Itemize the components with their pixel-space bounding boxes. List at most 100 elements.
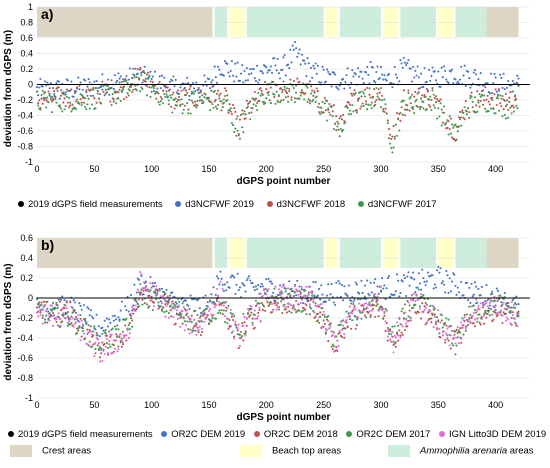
data-point	[182, 88, 185, 91]
data-point	[336, 120, 339, 123]
data-point	[187, 328, 190, 331]
data-point	[144, 280, 147, 283]
data-point	[437, 309, 440, 312]
data-point	[229, 312, 232, 315]
data-point	[237, 333, 240, 336]
data-point	[452, 330, 455, 333]
data-point	[439, 102, 442, 105]
x-tick-label: 250	[316, 400, 331, 410]
data-point	[368, 294, 371, 297]
data-point	[89, 325, 92, 328]
data-point	[428, 68, 431, 72]
data-point	[95, 334, 98, 337]
data-point	[222, 309, 225, 312]
data-point	[393, 135, 396, 138]
data-point	[317, 287, 321, 291]
data-point	[462, 111, 465, 115]
data-point	[465, 281, 468, 284]
ammophilia-area-band	[246, 238, 324, 268]
data-point	[110, 103, 113, 106]
data-point	[467, 299, 470, 302]
data-point	[314, 315, 317, 318]
data-point	[421, 268, 424, 271]
data-point	[171, 93, 174, 96]
data-point	[337, 280, 340, 283]
data-point	[327, 107, 330, 110]
data-point	[52, 311, 55, 314]
crest-area-band	[486, 7, 519, 37]
data-point	[399, 59, 402, 62]
data-point	[226, 307, 229, 310]
data-point	[132, 73, 135, 76]
data-point	[477, 287, 480, 291]
data-point	[78, 102, 81, 105]
data-point	[350, 299, 353, 302]
data-point	[398, 295, 401, 298]
data-point	[339, 81, 342, 84]
data-point	[76, 98, 79, 101]
data-point	[392, 124, 395, 128]
data-point	[150, 286, 153, 289]
data-point	[345, 319, 348, 322]
data-point	[69, 318, 72, 321]
y-tick-label: -0.8	[17, 373, 33, 383]
data-point	[269, 86, 272, 89]
data-point	[407, 91, 410, 94]
data-point	[386, 277, 389, 280]
data-point	[362, 104, 365, 107]
data-point	[174, 306, 177, 309]
data-point	[343, 327, 346, 330]
legend-item: IGN Litto3D DEM 2019	[438, 429, 546, 440]
data-point	[249, 279, 252, 282]
data-point	[295, 91, 298, 94]
ammophilia-label-italic: Ammophilia arenaria	[420, 445, 508, 457]
data-point	[469, 313, 472, 316]
data-point	[60, 321, 63, 324]
data-point	[176, 89, 180, 92]
data-point	[234, 62, 237, 65]
data-point	[121, 78, 125, 81]
data-point	[131, 319, 134, 322]
data-point	[56, 324, 59, 327]
data-point	[228, 108, 231, 111]
data-point	[363, 95, 366, 98]
data-point	[334, 303, 337, 306]
data-point	[379, 290, 383, 293]
data-point	[366, 306, 369, 309]
data-point	[273, 57, 276, 60]
data-point	[280, 87, 283, 90]
data-point	[173, 303, 176, 306]
data-point	[431, 66, 434, 69]
data-point	[215, 107, 219, 110]
data-point	[68, 106, 71, 109]
data-point	[454, 353, 457, 356]
data-point	[463, 64, 466, 67]
x-tick-label: 150	[201, 164, 216, 174]
data-point	[136, 303, 139, 306]
data-point	[369, 314, 372, 317]
data-point	[213, 89, 216, 92]
data-point	[508, 306, 511, 310]
data-point	[457, 125, 460, 128]
data-point	[40, 93, 43, 97]
data-point	[487, 298, 490, 301]
data-point	[379, 285, 383, 288]
data-point	[95, 87, 98, 90]
data-point	[113, 314, 117, 317]
data-point	[150, 295, 153, 298]
data-point	[344, 81, 347, 84]
data-point	[301, 302, 305, 305]
y-tick-label: 0.8	[20, 18, 33, 28]
data-point	[113, 325, 117, 328]
data-point	[187, 304, 190, 308]
data-point	[433, 96, 436, 100]
data-point	[107, 353, 110, 356]
data-point	[204, 317, 207, 320]
data-point	[189, 294, 192, 297]
data-point	[351, 94, 354, 97]
data-point	[511, 311, 514, 314]
data-point	[218, 309, 221, 312]
data-point	[434, 323, 438, 326]
data-point	[456, 80, 459, 83]
beach-top-area-band	[383, 7, 399, 37]
